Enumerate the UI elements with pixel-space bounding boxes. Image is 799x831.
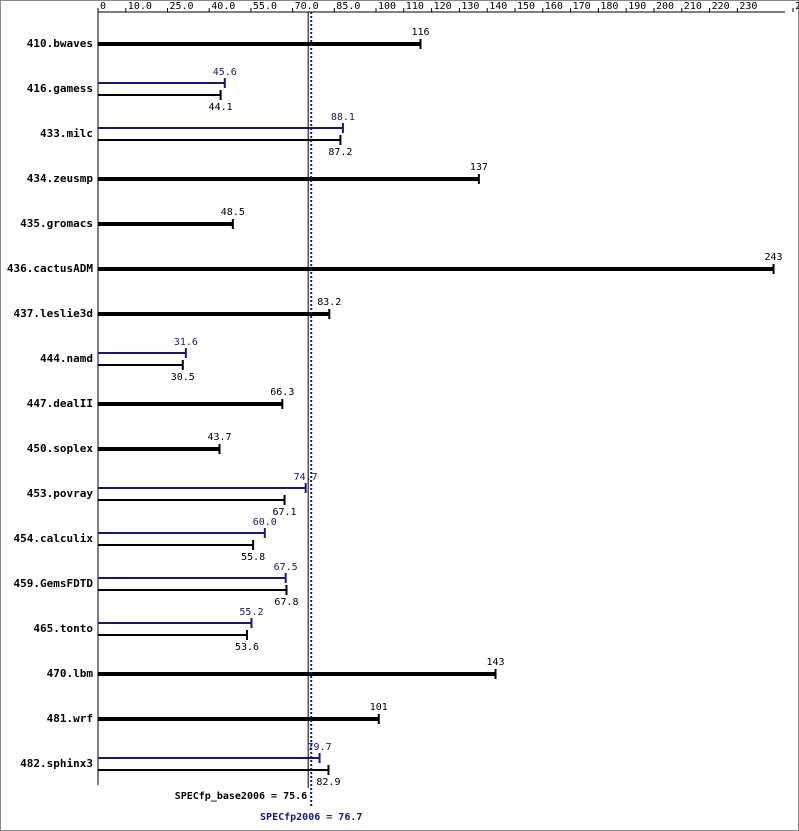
value-label: 66.3 bbox=[270, 387, 294, 398]
x-tick-label: 230 bbox=[739, 1, 757, 12]
value-label: 30.5 bbox=[171, 372, 195, 383]
category-label: 470.lbm bbox=[47, 667, 94, 680]
value-label: 74.7 bbox=[294, 472, 318, 483]
value-label: 44.1 bbox=[209, 102, 233, 113]
category-label: 416.gamess bbox=[27, 82, 93, 95]
category-label: 436.cactusADM bbox=[7, 262, 93, 275]
category-label: 447.dealII bbox=[27, 397, 93, 410]
category-label: 482.sphinx3 bbox=[20, 757, 93, 770]
value-label: 55.2 bbox=[239, 607, 263, 618]
reference-label: SPECfp2006 = 76.7 bbox=[260, 812, 362, 823]
x-tick-label: 100 bbox=[378, 1, 396, 12]
category-label: 459.GemsFDTD bbox=[14, 577, 94, 590]
x-tick-label: 170 bbox=[573, 1, 591, 12]
x-tick-label: 180 bbox=[600, 1, 618, 12]
category-label: 435.gromacs bbox=[20, 217, 93, 230]
x-tick-label: 160 bbox=[545, 1, 563, 12]
x-tick-label: 25.0 bbox=[170, 1, 194, 12]
value-label: 67.5 bbox=[274, 562, 298, 573]
x-tick-label: 200 bbox=[656, 1, 674, 12]
value-label: 60.0 bbox=[253, 517, 277, 528]
x-tick-label: 110 bbox=[406, 1, 424, 12]
x-tick-label: 120 bbox=[434, 1, 452, 12]
category-label: 433.milc bbox=[40, 127, 93, 140]
value-label: 55.8 bbox=[241, 552, 265, 563]
value-label: 67.8 bbox=[274, 597, 298, 608]
value-label: 243 bbox=[765, 252, 783, 263]
x-tick-label: 220 bbox=[712, 1, 730, 12]
value-label: 67.1 bbox=[272, 507, 296, 518]
category-label: 465.tonto bbox=[33, 622, 93, 635]
category-label: 453.povray bbox=[27, 487, 94, 500]
x-tick-label: 40.0 bbox=[211, 1, 235, 12]
x-tick-label: 190 bbox=[628, 1, 646, 12]
x-tick-label: 150 bbox=[517, 1, 535, 12]
value-label: 143 bbox=[487, 657, 505, 668]
value-label: 79.7 bbox=[308, 742, 332, 753]
value-label: 101 bbox=[370, 702, 388, 713]
category-label: 481.wrf bbox=[47, 712, 93, 725]
value-label: 82.9 bbox=[316, 777, 340, 788]
category-label: 437.leslie3d bbox=[14, 307, 93, 320]
value-label: 43.7 bbox=[207, 432, 231, 443]
value-label: 83.2 bbox=[317, 297, 341, 308]
value-label: 88.1 bbox=[331, 112, 355, 123]
x-tick-label: 140 bbox=[489, 1, 507, 12]
value-label: 53.6 bbox=[235, 642, 259, 653]
value-label: 116 bbox=[411, 27, 429, 38]
category-label: 454.calculix bbox=[14, 532, 94, 545]
x-tick-label: 55.0 bbox=[253, 1, 277, 12]
x-tick-label: 0 bbox=[100, 1, 106, 12]
x-tick-label: 85.0 bbox=[336, 1, 360, 12]
category-label: 450.soplex bbox=[27, 442, 94, 455]
value-label: 48.5 bbox=[221, 207, 245, 218]
reference-label: SPECfp_base2006 = 75.6 bbox=[175, 791, 307, 802]
category-label: 410.bwaves bbox=[27, 37, 93, 50]
value-label: 45.6 bbox=[213, 67, 237, 78]
category-label: 444.namd bbox=[40, 352, 93, 365]
x-tick-label: 250 bbox=[795, 1, 799, 12]
value-label: 31.6 bbox=[174, 337, 198, 348]
category-label: 434.zeusmp bbox=[27, 172, 94, 185]
value-label: 137 bbox=[470, 162, 488, 173]
x-tick-label: 210 bbox=[684, 1, 702, 12]
x-tick-label: 10.0 bbox=[128, 1, 152, 12]
x-tick-label: 70.0 bbox=[295, 1, 319, 12]
x-tick-label: 130 bbox=[461, 1, 479, 12]
value-label: 87.2 bbox=[328, 147, 352, 158]
